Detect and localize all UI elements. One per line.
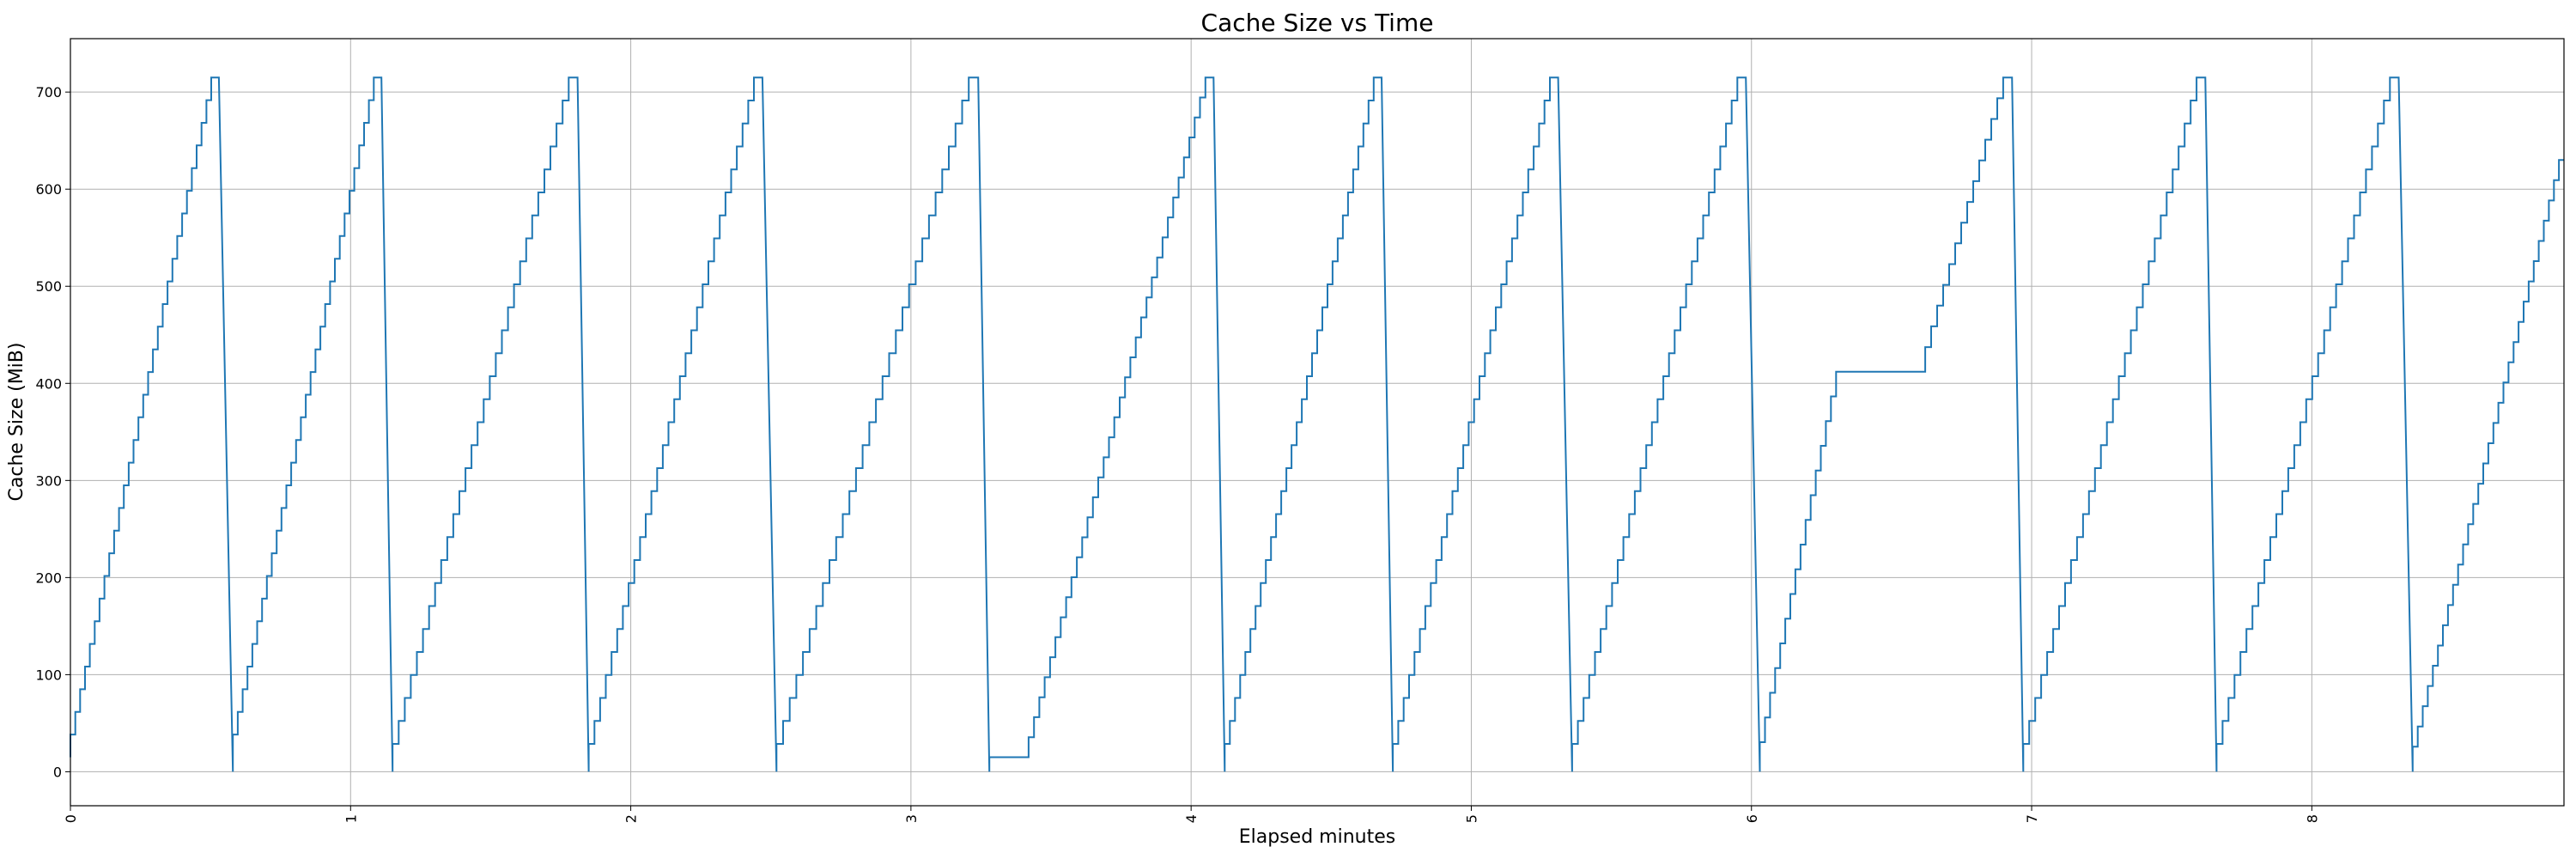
y-tick-label: 700 [35,84,62,101]
y-axis-label: Cache Size (MiB) [6,343,27,502]
chart-title: Cache Size vs Time [1201,9,1434,37]
y-tick-label: 200 [35,570,62,586]
y-axis: 0 100 200 300 400 500 600 700 [35,84,70,780]
y-tick-label: 100 [35,667,62,683]
x-axis-label: Elapsed minutes [1239,826,1395,848]
x-tick-label: 5 [1463,814,1479,823]
x-tick-label: 1 [343,814,359,823]
series-group [70,76,2564,772]
y-tick-label: 0 [53,764,62,780]
x-axis: 0 1 2 3 4 5 6 7 8 [63,806,2320,823]
y-tick-label: 600 [35,181,62,198]
y-tick-label: 500 [35,278,62,295]
x-tick-label: 7 [2024,814,2040,823]
x-tick-label: 8 [2304,814,2320,823]
x-tick-label: 6 [1744,814,1760,823]
x-tick-label: 3 [903,814,920,823]
y-tick-label: 300 [35,472,62,489]
x-tick-label: 4 [1183,814,1200,823]
grid [70,39,2564,806]
x-tick-label: 0 [63,814,79,823]
x-tick-label: 2 [623,814,640,823]
series-line-cache-size [70,76,2564,772]
plot-frame [70,38,2565,807]
y-tick-label: 400 [35,375,62,392]
